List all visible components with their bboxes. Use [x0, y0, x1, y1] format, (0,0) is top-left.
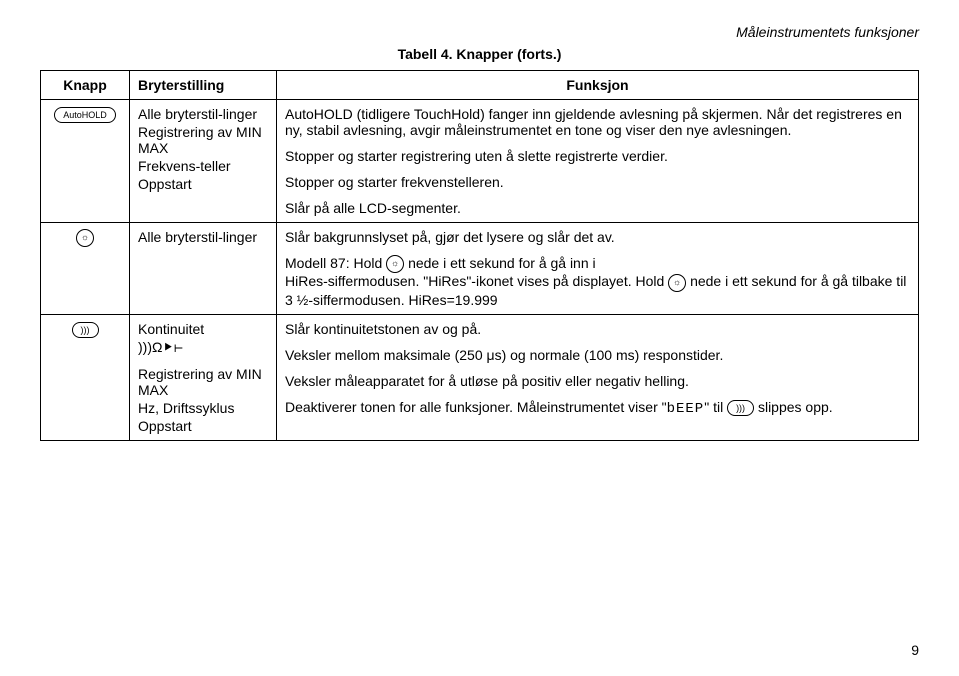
function-text: Slår på alle LCD-segmenter.	[285, 200, 910, 216]
backlight-button-icon: ☼	[76, 229, 94, 247]
mode-label: Oppstart	[138, 176, 268, 192]
document-section-header: Måleinstrumentets funksjoner	[40, 24, 919, 40]
mode-label: Oppstart	[138, 418, 268, 434]
backlight-button-icon: ☼	[668, 274, 686, 292]
continuity-symbols: )))Ω⯈⊢	[138, 339, 268, 356]
mode-label: Alle bryterstil-linger	[138, 229, 268, 245]
table-row: ☼ Alle bryterstil-linger Slår bakgrunnsl…	[41, 223, 919, 315]
backlight-button-icon: ☼	[386, 255, 404, 273]
function-text: Slår kontinuitetstonen av og på.	[285, 321, 910, 337]
lcd-glyph: bEEP	[667, 401, 705, 417]
text-span: Modell 87: Hold	[285, 255, 386, 271]
mode-label: Registrering av MIN MAX	[138, 124, 268, 156]
text-span: nede i ett sekund for å gå inn i	[408, 255, 596, 271]
col-header-bryterstilling: Bryterstilling	[130, 71, 277, 100]
buttons-table: Knapp Bryterstilling Funksjon AutoHOLD A…	[40, 70, 919, 441]
function-text: Veksler måleapparatet for å utløse på po…	[285, 373, 910, 389]
autohold-button-icon: AutoHOLD	[54, 107, 116, 123]
text-span: slippes opp.	[754, 399, 833, 415]
beeper-button-icon: )))	[727, 400, 754, 416]
page-number: 9	[911, 642, 919, 658]
text-span: Deaktiverer tonen for alle funksjoner. M…	[285, 399, 667, 415]
table-row: AutoHOLD Alle bryterstil-linger Registre…	[41, 100, 919, 223]
mode-label: Alle bryterstil-linger	[138, 106, 268, 122]
table-title: Tabell 4. Knapper (forts.)	[40, 46, 919, 62]
col-header-knapp: Knapp	[41, 71, 130, 100]
function-text: Stopper og starter frekvenstelleren.	[285, 174, 910, 190]
function-text: Deaktiverer tonen for alle funksjoner. M…	[285, 399, 910, 417]
function-text: Slår bakgrunnslyset på, gjør det lysere …	[285, 229, 910, 245]
function-text: Modell 87: Hold ☼ nede i ett sekund for …	[285, 255, 910, 308]
text-span: " til	[704, 399, 727, 415]
mode-label: Frekvens-teller	[138, 158, 268, 174]
function-text: Stopper og starter registrering uten å s…	[285, 148, 910, 164]
text-span: HiRes-siffermodusen. "HiRes"-ikonet vise…	[285, 273, 668, 289]
function-text: Veksler mellom maksimale (250 μs) og nor…	[285, 347, 910, 363]
mode-label: Registrering av MIN MAX	[138, 366, 268, 398]
table-row: ))) Kontinuitet )))Ω⯈⊢ Registrering av M…	[41, 314, 919, 440]
mode-label: Kontinuitet	[138, 321, 268, 337]
col-header-funksjon: Funksjon	[277, 71, 919, 100]
beeper-button-icon: )))	[72, 322, 99, 338]
mode-label: Hz, Driftssyklus	[138, 400, 268, 416]
function-text: AutoHOLD (tidligere TouchHold) fanger in…	[285, 106, 910, 138]
